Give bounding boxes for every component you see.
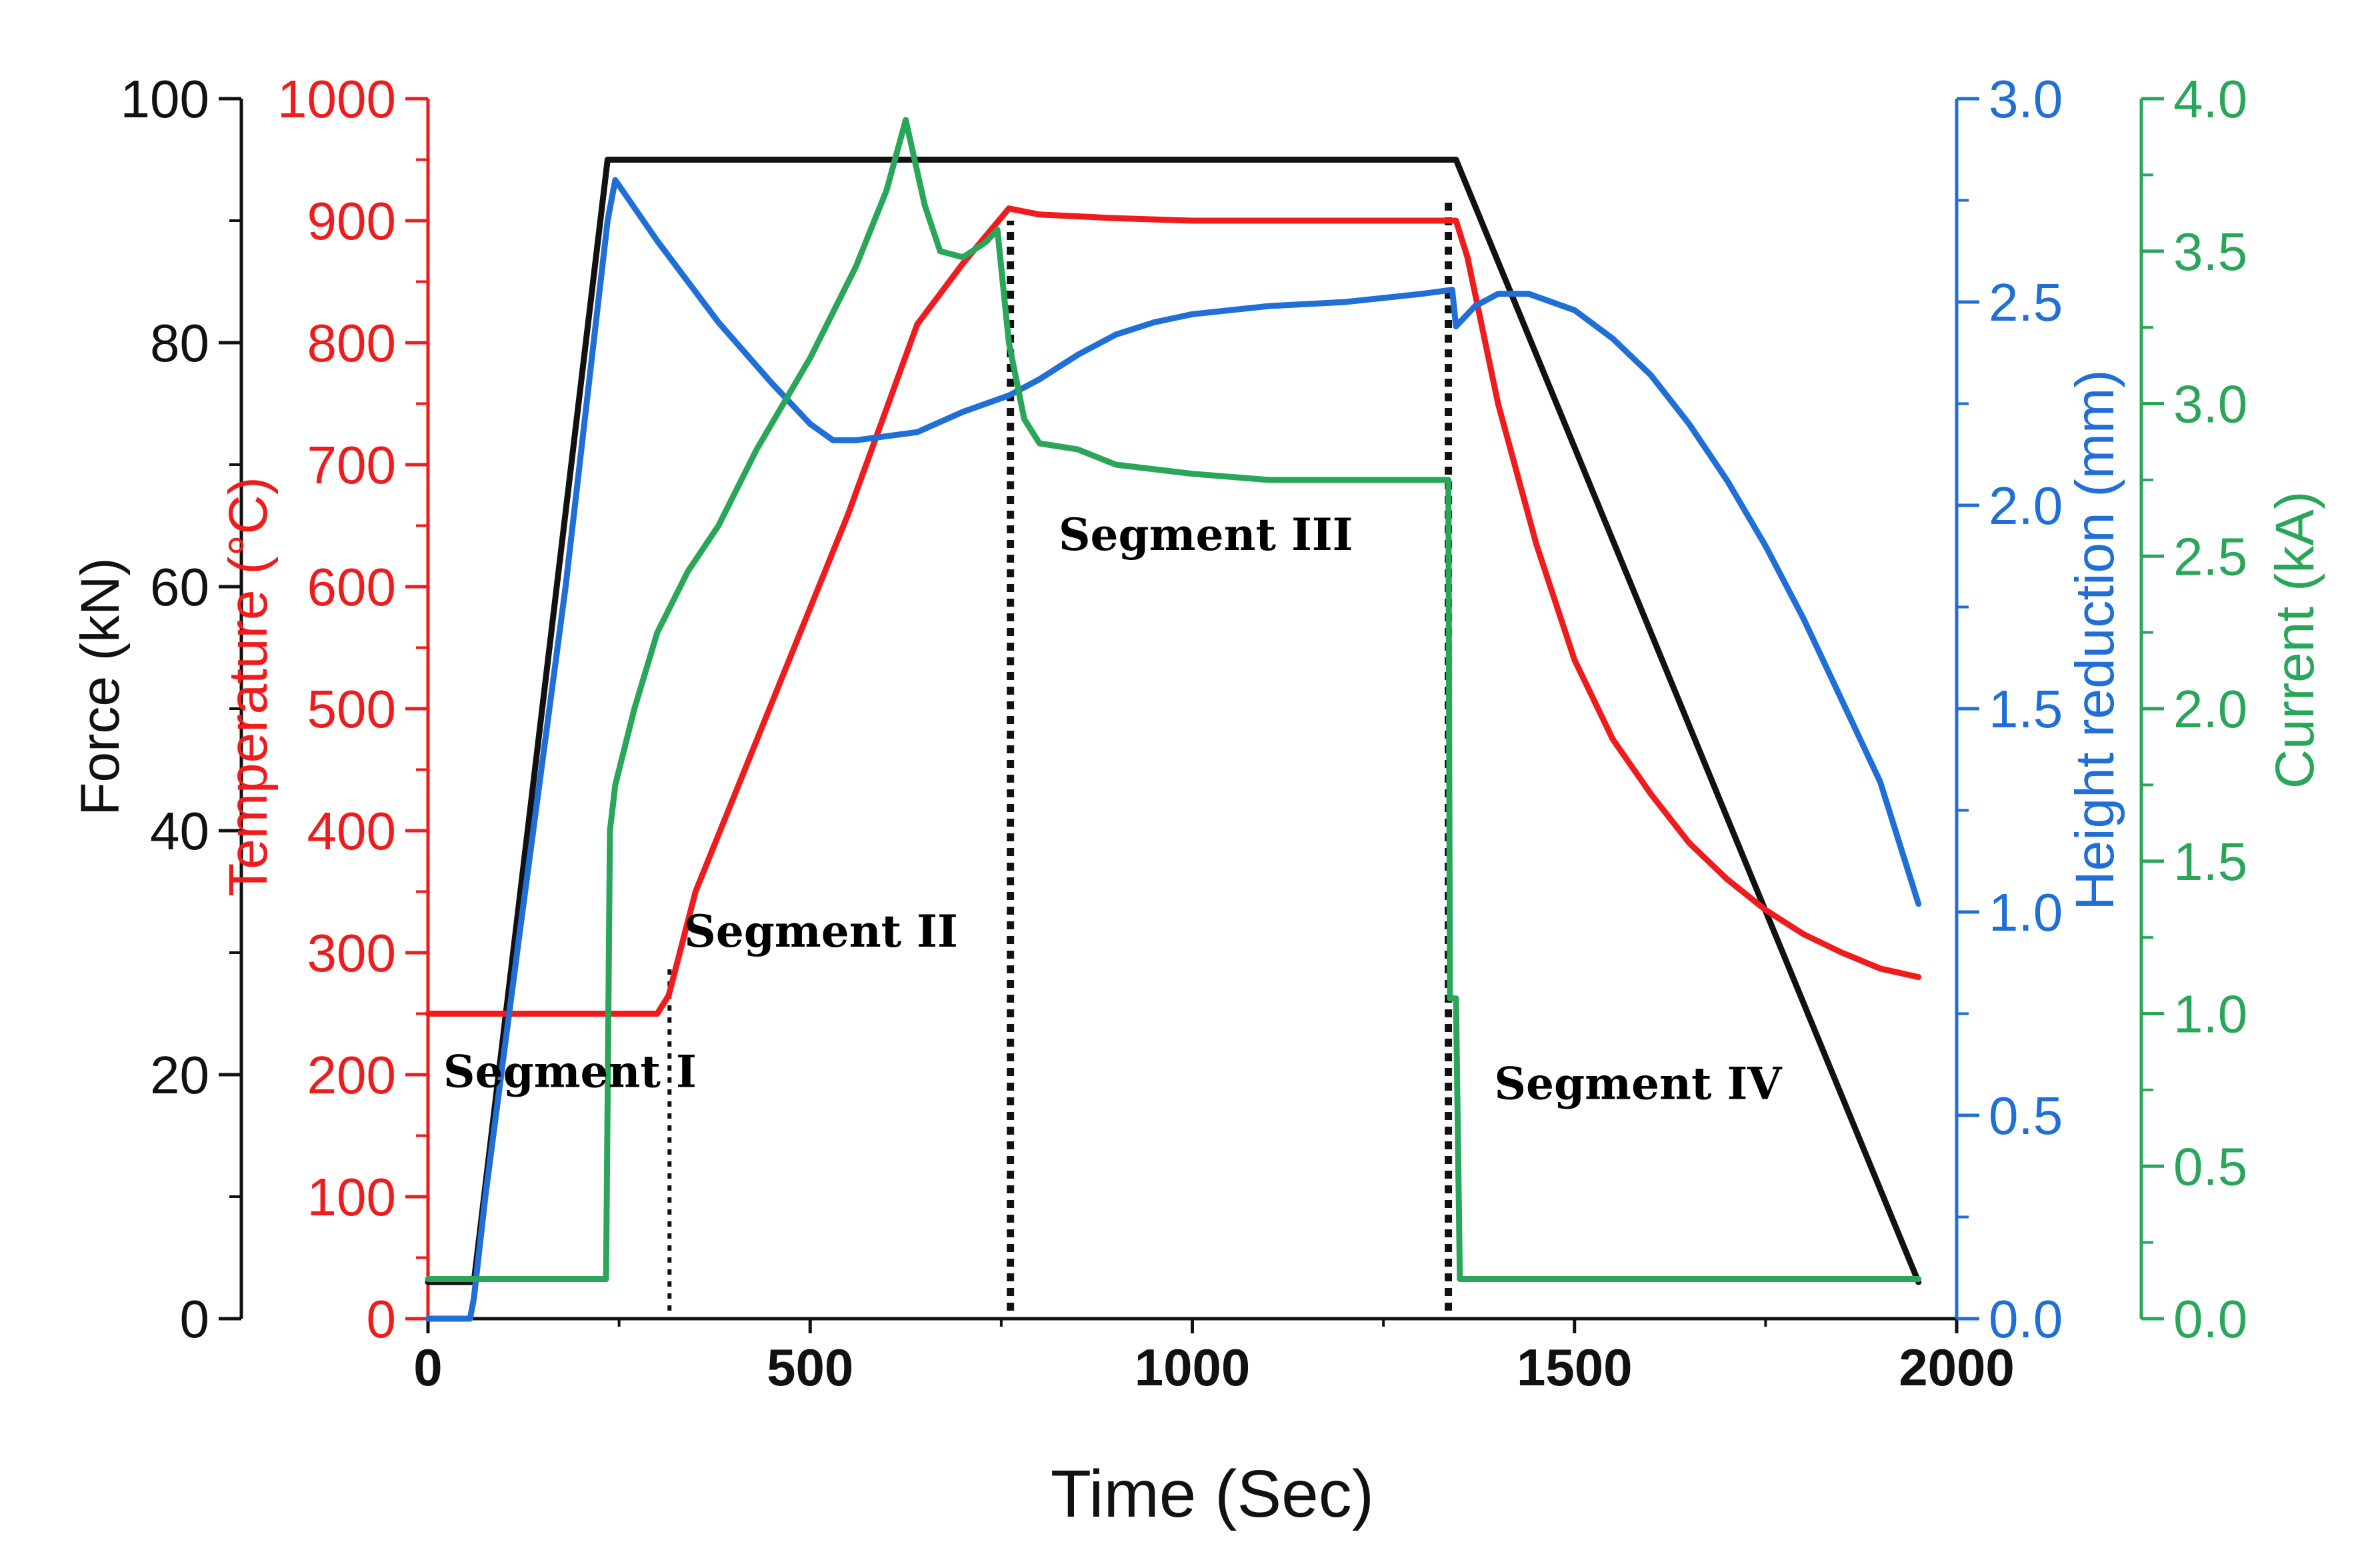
series-line-temperature <box>425 205 1922 1017</box>
y-tick-label-current: 4.0 <box>2173 69 2247 129</box>
x-axis-title: Time (Sec) <box>1051 1457 1374 1531</box>
y-axis-title-temp: Temperature (°C) <box>218 477 279 897</box>
y-tick-label-temp: 600 <box>307 557 396 617</box>
segment-label: Segment III <box>1059 509 1353 561</box>
y-tick-label-temp: 900 <box>307 191 396 251</box>
y-tick-label-current: 0.0 <box>2173 1289 2247 1349</box>
y-tick-label-current: 3.0 <box>2173 375 2247 434</box>
x-tick-label: 500 <box>767 1338 853 1397</box>
y-tick-label-temp: 300 <box>307 923 396 983</box>
y-tick-label-height: 3.0 <box>1989 69 2063 129</box>
y-tick-label-current: 2.5 <box>2173 527 2247 586</box>
y-tick-label-temp: 0 <box>367 1289 397 1349</box>
y-tick-label-temp: 100 <box>307 1167 396 1227</box>
y-tick-label-temp: 700 <box>307 435 396 495</box>
y-axis-title-current: Current (kA) <box>2265 491 2325 789</box>
series-line-force <box>425 157 1922 1285</box>
y-axis-title-force: Force (kN) <box>70 557 131 815</box>
y-tick-label-height: 2.5 <box>1989 273 2063 332</box>
y-tick-label-force: 100 <box>121 69 209 129</box>
y-axis-title-height: Height reduction (mm) <box>2065 369 2125 910</box>
x-tick-label: 0 <box>413 1338 442 1397</box>
y-tick-label-current: 1.5 <box>2173 832 2247 891</box>
y-tick-label-force: 20 <box>150 1045 209 1105</box>
y-tick-label-height: 1.0 <box>1989 883 2063 942</box>
y-tick-label-temp: 500 <box>307 679 396 739</box>
y-tick-label-height: 2.0 <box>1989 476 2063 535</box>
y-tick-label-current: 0.5 <box>2173 1137 2247 1196</box>
y-tick-label-force: 0 <box>180 1289 210 1349</box>
y-tick-label-force: 80 <box>150 313 209 373</box>
series-line-height-reduction <box>425 177 1922 1322</box>
segment-label: Segment II <box>684 905 958 957</box>
series-line-current <box>425 117 1922 1282</box>
segment-label: Segment IV <box>1494 1058 1783 1110</box>
x-tick-label: 2000 <box>1899 1338 2015 1397</box>
y-tick-label-current: 1.0 <box>2173 985 2247 1044</box>
segment-label: Segment I <box>443 1045 697 1097</box>
y-tick-label-temp: 200 <box>307 1045 396 1105</box>
y-tick-label-temp: 400 <box>307 801 396 861</box>
y-tick-label-force: 60 <box>150 557 209 617</box>
x-tick-label: 1500 <box>1517 1338 1633 1397</box>
y-tick-label-temp: 800 <box>307 313 396 373</box>
y-tick-label-height: 0.0 <box>1989 1289 2063 1349</box>
y-tick-label-current: 2.0 <box>2173 679 2247 739</box>
y-tick-label-force: 40 <box>150 801 209 861</box>
y-tick-label-height: 1.5 <box>1989 679 2063 739</box>
y-tick-label-current: 3.5 <box>2173 222 2247 281</box>
y-tick-label-temp: 1000 <box>277 69 396 129</box>
y-tick-label-height: 0.5 <box>1989 1086 2063 1145</box>
x-tick-label: 1000 <box>1135 1338 1251 1397</box>
